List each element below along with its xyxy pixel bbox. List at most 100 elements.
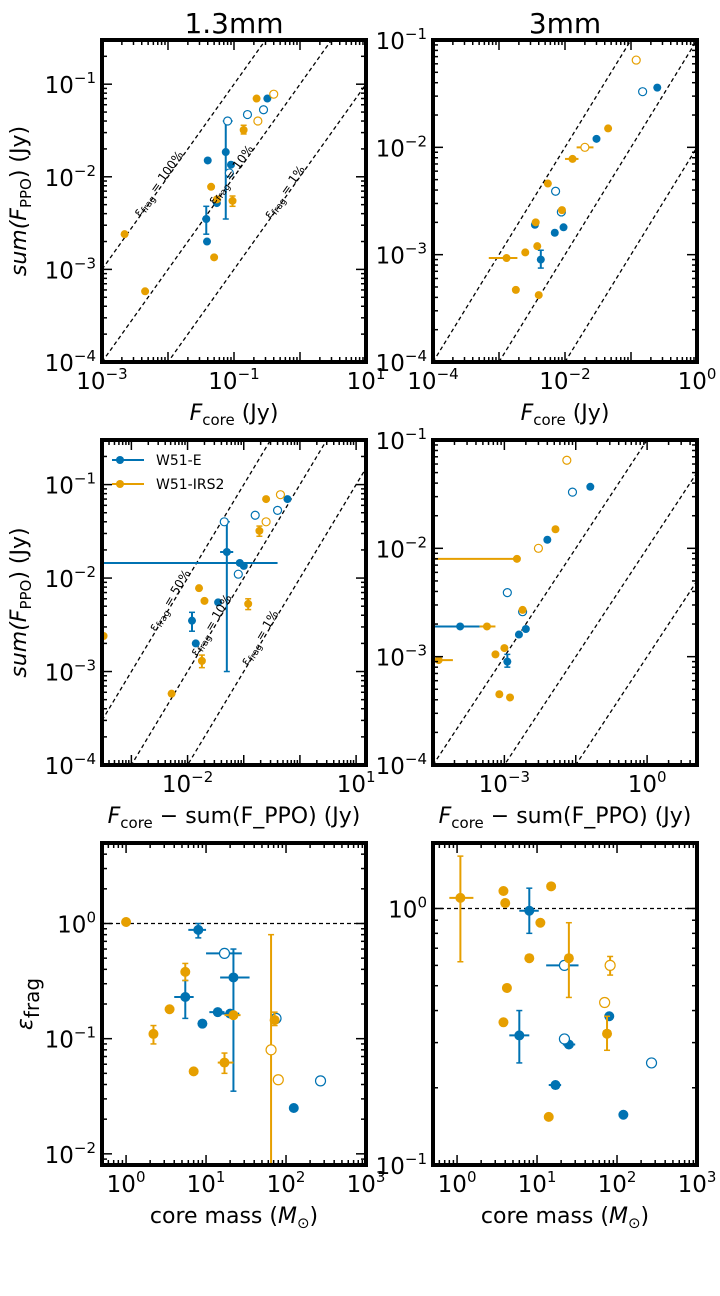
y-tick-label: 10−3: [376, 642, 427, 672]
efficiency-line-3: [574, 580, 697, 765]
y-tick-label: 10−2: [45, 162, 96, 192]
data-point: [550, 1080, 561, 1091]
data-point-open: [314, 1075, 327, 1087]
data-point: [180, 992, 191, 1003]
column-title-2: 3mm: [529, 7, 601, 40]
data-point: [255, 526, 264, 535]
data-point: [210, 253, 219, 262]
y-tick-label: 10−1: [45, 470, 96, 500]
data-point: [203, 156, 212, 165]
y-tick-label: 10−2: [376, 132, 427, 162]
legend-label: W51-E: [156, 453, 202, 469]
x-tick-label: 10−3: [76, 365, 127, 395]
y-tick-label: 10−3: [45, 254, 96, 284]
data-point: [203, 237, 212, 246]
data-point: [514, 630, 523, 639]
data-point: [262, 495, 271, 504]
x-tick-label: 103: [347, 1168, 386, 1198]
data-point: [491, 650, 500, 659]
data-point-open: [562, 455, 572, 465]
data-point: [188, 616, 197, 625]
data-point-open: [638, 87, 648, 97]
data-point: [498, 885, 509, 896]
y-tick-label: 10−1: [376, 425, 427, 455]
data-point: [546, 881, 557, 892]
efficiency-line-1: [433, 40, 632, 362]
efficiency-label-2: εfrag = 10%: [187, 592, 237, 660]
efficiency-line-3: [564, 146, 697, 362]
series-W51-E: [102, 495, 292, 673]
data-point: [180, 966, 191, 977]
axes-frame: [100, 438, 368, 767]
data-point: [501, 982, 512, 993]
data-point: [495, 690, 504, 699]
y-tick-label: 100: [388, 893, 427, 923]
x-tick-label: 100: [107, 1168, 146, 1198]
series-W51-E: [433, 482, 595, 668]
data-point: [197, 656, 206, 665]
data-point: [195, 584, 204, 593]
x-tick-label: 103: [678, 1168, 717, 1198]
data-point: [550, 228, 559, 237]
x-axis-label: Fcore − sum(F_PPO) (Jy): [108, 804, 361, 832]
data-point-open: [275, 490, 286, 500]
plot-area: [102, 40, 366, 362]
y-tick-label: 10−1: [45, 1024, 96, 1054]
y-tick-label: 10−4: [376, 750, 427, 780]
panel-top-right: 10−4 10−2 100 10−4 10−3 10−2 10−1 Fcore (Jy): [376, 25, 717, 429]
x-tick-label: 101: [518, 1168, 557, 1198]
series-W51-IRS2: [121, 917, 284, 1165]
data-point: [191, 639, 200, 648]
series-W51-E: [174, 922, 327, 1114]
y-tick-label: 10−1: [376, 25, 427, 55]
x-tick-label: 100: [628, 768, 667, 798]
data-point-open: [604, 959, 616, 971]
data-point: [531, 218, 540, 227]
data-point: [557, 206, 566, 215]
data-point-open: [567, 487, 578, 497]
data-point-open: [261, 517, 271, 527]
legend-marker: [116, 456, 124, 464]
legend: W51-E W51-IRS2: [112, 453, 224, 493]
series-W51-IRS2: [449, 855, 616, 1122]
data-point: [207, 182, 216, 191]
data-point: [543, 535, 552, 544]
panel-top-left: εfrag = 100%εfrag = 10%εfrag = 1%10−3 10−…: [7, 38, 386, 429]
data-point: [252, 94, 261, 103]
data-point: [503, 657, 512, 666]
x-tick-label: 100: [438, 1168, 477, 1198]
efficiency-line-1: [102, 40, 267, 270]
plot-area: [433, 855, 697, 1122]
efficiency-line-2: [130, 440, 328, 765]
data-point: [521, 625, 530, 634]
data-point: [551, 525, 560, 534]
data-point: [521, 248, 530, 257]
efficiency-line-1: [433, 440, 648, 765]
data-point: [244, 599, 253, 608]
data-point: [222, 548, 231, 557]
y-tick-label: 10−2: [376, 533, 427, 563]
data-point: [188, 1066, 199, 1077]
y-axis-label: sum(FPPO) (Jy): [7, 527, 35, 677]
data-point: [148, 1028, 159, 1039]
data-point: [535, 917, 546, 928]
data-point: [498, 1017, 509, 1028]
y-tick-label: 10−2: [45, 1139, 96, 1169]
data-point-open: [269, 89, 279, 99]
axes-frame: [431, 841, 699, 1167]
y-tick-label: 10−1: [376, 1150, 427, 1180]
data-point: [518, 605, 527, 614]
x-axis-label: core mass (M⊙): [150, 1204, 318, 1232]
data-point: [653, 83, 662, 92]
series-W51-E: [530, 83, 662, 269]
data-point-open: [219, 517, 229, 527]
data-point: [524, 953, 535, 964]
data-point: [226, 160, 235, 169]
data-point: [120, 230, 129, 239]
x-tick-label: 101: [347, 365, 386, 395]
data-point: [269, 1015, 280, 1026]
y-tick-label: 10−4: [376, 347, 427, 377]
data-point-open: [580, 142, 590, 152]
data-point: [563, 953, 574, 964]
plot-area: [433, 440, 697, 765]
